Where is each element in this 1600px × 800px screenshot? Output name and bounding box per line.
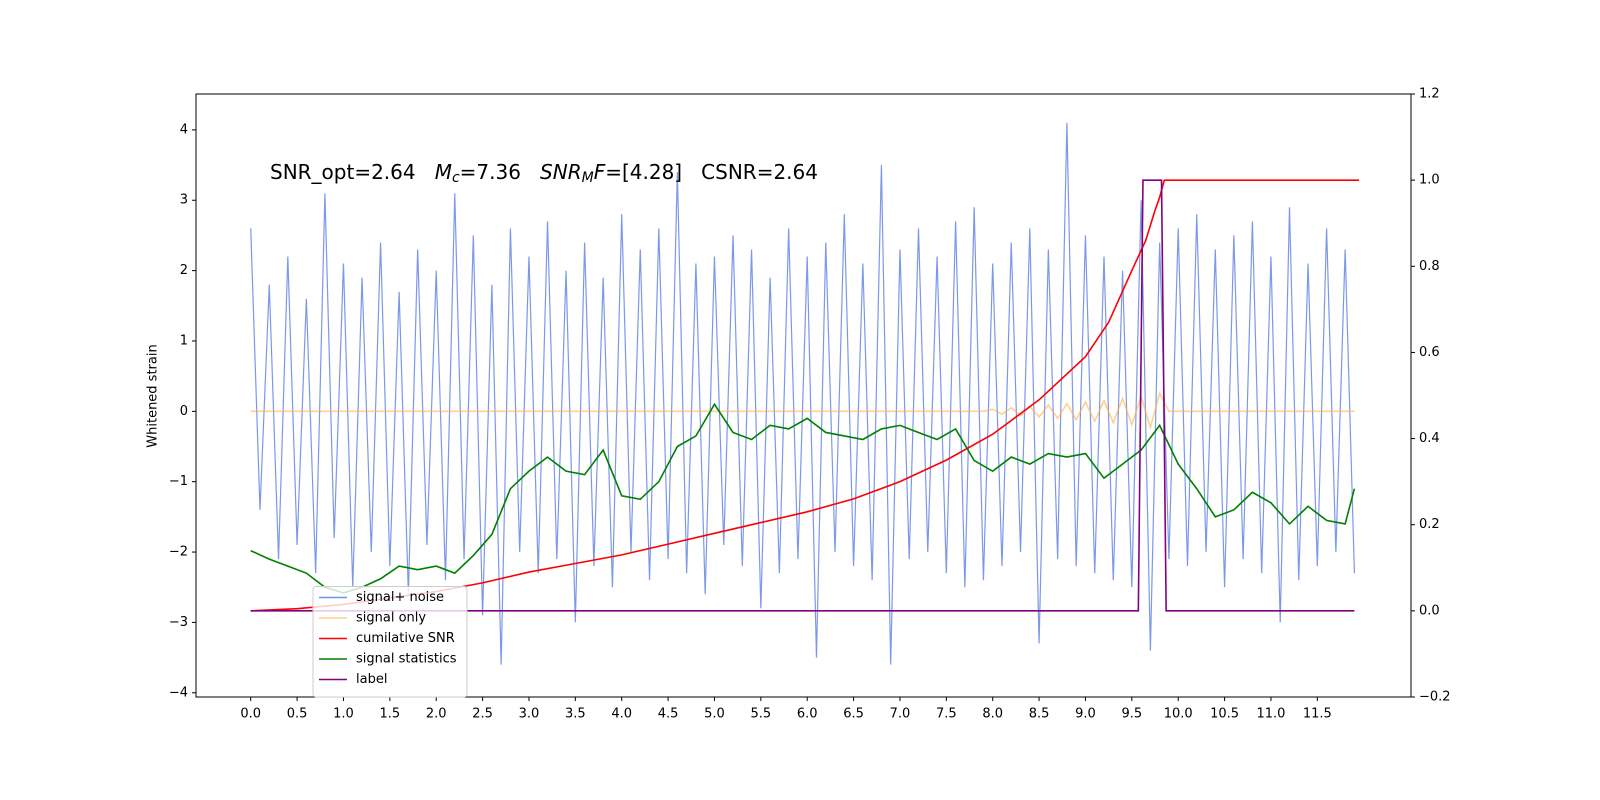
- annotation-part: M: [582, 170, 594, 186]
- x-tick-label: 7.5: [936, 707, 957, 722]
- annotation-part: M: [435, 160, 452, 184]
- y2-tick-label: 0.2: [1419, 517, 1440, 532]
- annotation-part: F: [594, 160, 606, 184]
- x-tick-label: 9.5: [1121, 707, 1142, 722]
- y2-tick-label: 0.4: [1419, 431, 1440, 446]
- annotation-part: SNR: [540, 160, 582, 184]
- y-tick-label: 4: [180, 122, 188, 137]
- x-tick-label: 0.0: [240, 707, 261, 722]
- x-tick-label: 5.0: [704, 707, 725, 722]
- y2-tick-label: −0.2: [1419, 690, 1451, 705]
- x-tick-label: 2.5: [472, 707, 493, 722]
- x-tick-label: 7.0: [890, 707, 911, 722]
- annotation-part: SNR_opt=2.64: [270, 160, 435, 184]
- annotation-part: c: [452, 170, 460, 186]
- annotation-part: =[4.28] CSNR=2.64: [605, 160, 818, 184]
- legend-label: signal statistics: [356, 652, 457, 667]
- series-line: [250, 402, 1356, 594]
- y-tick-label: 3: [180, 193, 188, 208]
- y-tick-label: 1: [180, 333, 188, 348]
- x-tick-label: 2.0: [426, 707, 447, 722]
- y-tick-label: −1: [169, 474, 188, 489]
- series-line: [250, 179, 1355, 612]
- x-tick-label: 8.5: [1029, 707, 1050, 722]
- x-tick-label: 6.5: [843, 707, 864, 722]
- x-tick-label: 4.5: [658, 707, 679, 722]
- y-axis-label: Whitened strain: [146, 344, 161, 447]
- x-tick-label: 10.5: [1210, 707, 1239, 722]
- annotation-part: =7.36: [460, 160, 540, 184]
- y2-tick-label: 0.0: [1419, 603, 1440, 618]
- x-tick-label: 3.5: [565, 707, 586, 722]
- x-tick-label: 8.0: [982, 707, 1003, 722]
- x-tick-label: 5.5: [750, 707, 771, 722]
- y-tick-label: 0: [180, 404, 188, 419]
- y2-tick-label: 1.0: [1419, 173, 1440, 188]
- legend-box: [312, 586, 468, 698]
- legend-label: signal+ noise: [356, 590, 444, 605]
- x-tick-label: 1.5: [379, 707, 400, 722]
- y-tick-label: −2: [169, 545, 188, 560]
- x-tick-label: 6.0: [797, 707, 818, 722]
- x-tick-label: 3.0: [519, 707, 540, 722]
- y-tick-label: −3: [169, 615, 188, 630]
- series-line: [250, 390, 1355, 431]
- y-tick-label: 2: [180, 263, 188, 278]
- x-tick-label: 9.0: [1075, 707, 1096, 722]
- y-tick-label: −4: [169, 685, 188, 700]
- x-tick-label: 11.5: [1303, 707, 1332, 722]
- legend-label: cumilative SNR: [356, 631, 455, 646]
- legend-label: label: [356, 672, 387, 687]
- x-tick-label: 10.0: [1164, 707, 1193, 722]
- y2-tick-label: 1.2: [1419, 87, 1440, 102]
- x-tick-label: 11.0: [1256, 707, 1285, 722]
- legend-label: signal only: [356, 611, 426, 626]
- x-tick-label: 0.5: [287, 707, 308, 722]
- y2-tick-label: 0.8: [1419, 259, 1440, 274]
- x-tick-label: 4.0: [611, 707, 632, 722]
- plot-frame: [195, 93, 1412, 698]
- series-line: [250, 122, 1356, 665]
- x-tick-label: 1.0: [333, 707, 354, 722]
- y2-tick-label: 0.6: [1419, 345, 1440, 360]
- annotation: SNR_opt=2.64 Mc=7.36 SNRMF=[4.28] CSNR=2…: [270, 160, 818, 187]
